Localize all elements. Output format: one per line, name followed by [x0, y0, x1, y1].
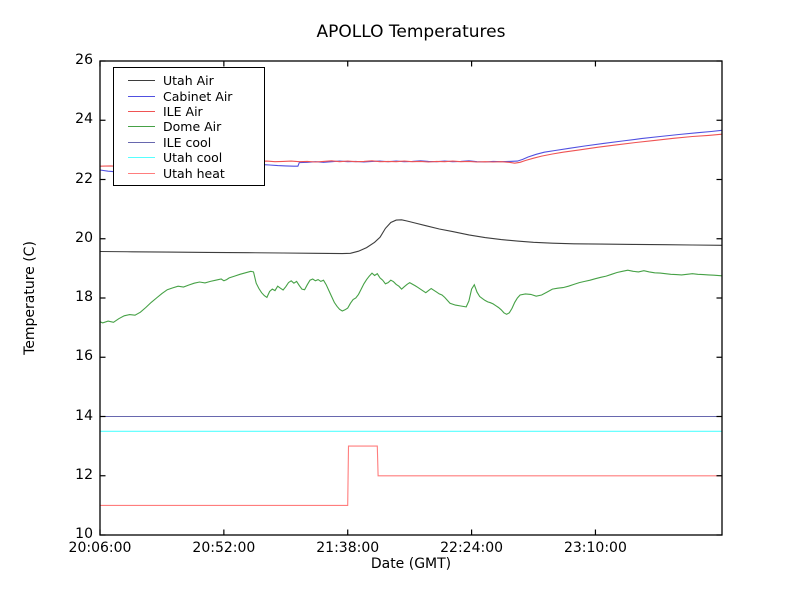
legend-label: Utah cool — [163, 150, 223, 166]
y-tick-label-16: 16 — [75, 348, 93, 365]
legend-line-sample — [128, 126, 155, 128]
chart-title: APOLLO Temperatures — [316, 22, 506, 42]
legend-label: ILE Air — [163, 103, 203, 119]
series-line-dome-air — [99, 269, 723, 324]
y-tick-label-18: 18 — [75, 289, 93, 305]
y-tick-label-12: 12 — [75, 466, 93, 483]
y-tick-label-10: 10 — [75, 526, 93, 542]
x-tick-label-21-38-00: 21:38:00 — [316, 540, 380, 556]
y-tick-label-20: 20 — [75, 229, 93, 246]
x-tick-label-20-52-00: 20:52:00 — [192, 540, 256, 556]
y-tick-label-22: 22 — [75, 170, 93, 187]
legend-item-utah-cool: Utah cool — [120, 150, 258, 165]
series-line-utah-heat — [100, 445, 722, 506]
legend-item-utah-air: Utah Air — [120, 73, 258, 88]
x-tick-label-23-10-00: 23:10:00 — [563, 540, 627, 556]
legend-line-sample — [128, 80, 155, 82]
y-tick-label-24: 24 — [75, 111, 93, 128]
legend-label: Cabinet Air — [163, 88, 233, 104]
legend-line-sample — [128, 172, 155, 174]
legend-line-sample — [128, 157, 155, 159]
x-tick-label-20-06-00: 20:06:00 — [68, 540, 132, 556]
legend-line-sample — [128, 95, 155, 97]
series-line-utah-air — [99, 219, 723, 255]
y-tick-label-14: 14 — [75, 407, 93, 424]
legend: Utah Air Cabinet Air ILE Air Dome Air ILE co… — [113, 67, 265, 186]
y-axis-label: Temperature (C) — [22, 241, 38, 355]
legend-line-sample — [128, 110, 155, 112]
legend-item-dome-air: Dome Air — [120, 119, 258, 134]
legend-label: Dome Air — [163, 119, 222, 135]
legend-label: Utah heat — [163, 165, 225, 181]
legend-line-sample — [128, 141, 155, 143]
legend-item-ile-air: ILE Air — [120, 104, 258, 119]
y-tick-label-26: 26 — [75, 52, 93, 68]
legend-label: ILE cool — [163, 134, 212, 150]
legend-label: Utah Air — [163, 73, 214, 89]
legend-item-cabinet-air: Cabinet Air — [120, 88, 258, 104]
legend-item-utah-heat: Utah heat — [120, 165, 258, 181]
legend-item-ile-cool: ILE cool — [120, 135, 258, 150]
x-tick-label-22-24-00: 22:24:00 — [440, 540, 504, 556]
x-axis-label: Date (GMT) — [370, 556, 452, 572]
